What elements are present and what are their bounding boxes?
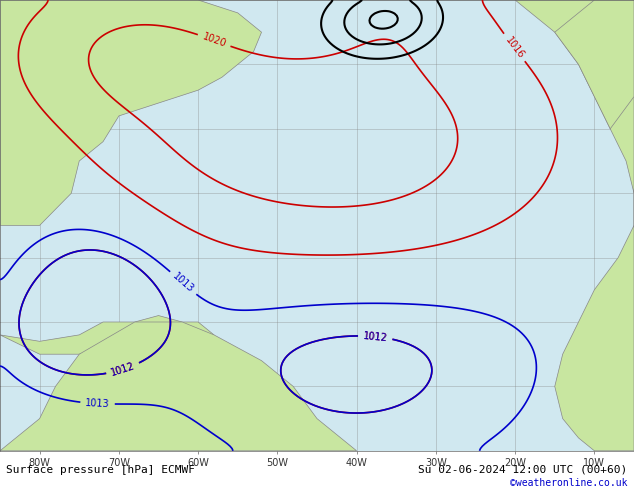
Text: 1012: 1012 (363, 331, 388, 343)
Text: 1020: 1020 (201, 31, 228, 49)
Text: ©weatheronline.co.uk: ©weatheronline.co.uk (510, 478, 628, 488)
Text: Su 02-06-2024 12:00 UTC (00+60): Su 02-06-2024 12:00 UTC (00+60) (418, 465, 628, 474)
Text: 1013: 1013 (171, 271, 196, 295)
Polygon shape (555, 0, 634, 129)
Text: 1012: 1012 (110, 361, 136, 378)
Text: 1012: 1012 (363, 331, 388, 343)
Polygon shape (0, 322, 356, 451)
Polygon shape (0, 0, 261, 225)
Polygon shape (0, 316, 214, 354)
Polygon shape (515, 0, 634, 451)
Text: 1013: 1013 (85, 398, 110, 409)
Text: Surface pressure [hPa] ECMWF: Surface pressure [hPa] ECMWF (6, 465, 195, 474)
Text: 1016: 1016 (503, 35, 526, 60)
Text: 1012: 1012 (110, 361, 136, 378)
